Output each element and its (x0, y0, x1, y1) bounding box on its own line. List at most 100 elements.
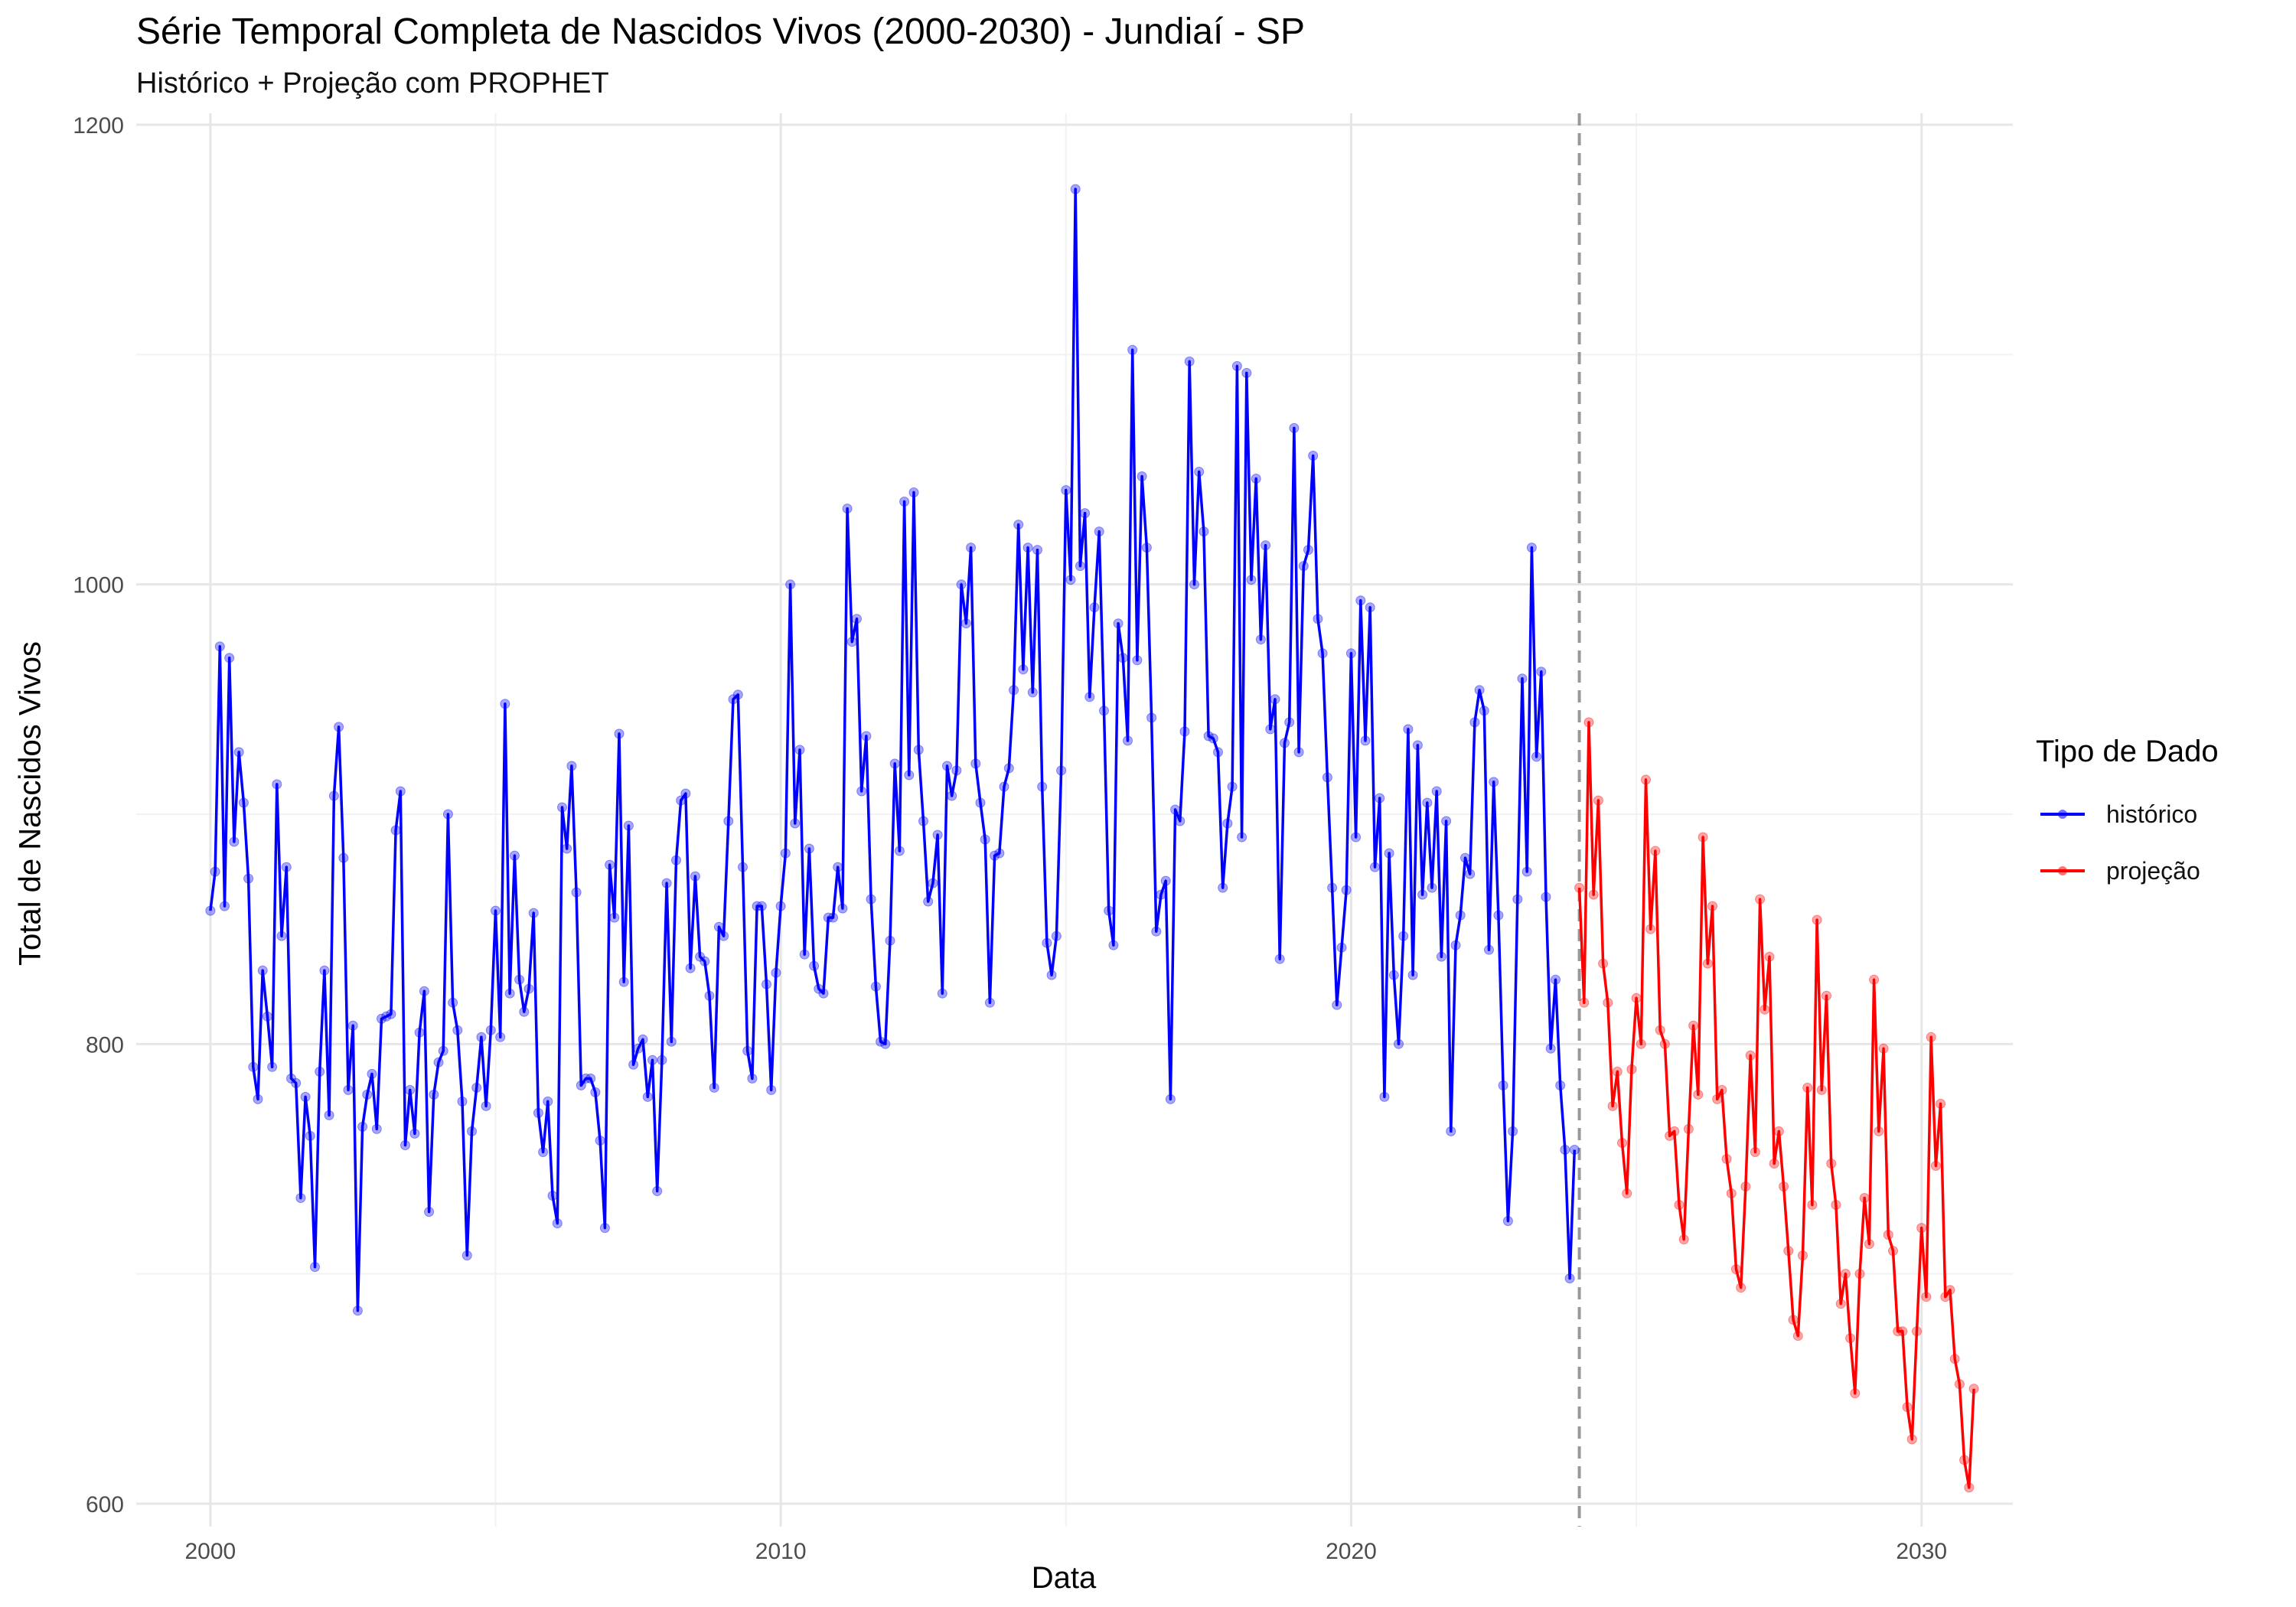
y-tick-label: 1200 (73, 113, 124, 139)
data-point-historico (913, 745, 924, 755)
data-point-historico (381, 1011, 392, 1022)
data-point-historico (533, 1107, 543, 1118)
data-point-historico (605, 859, 615, 870)
data-point-historico (1194, 467, 1205, 477)
data-point-historico (267, 1061, 278, 1072)
data-point-historico (1388, 970, 1399, 980)
data-point-projecao (1940, 1292, 1951, 1302)
data-point-historico (1479, 706, 1489, 716)
data-point-projecao (1779, 1182, 1789, 1191)
data-point-historico (846, 637, 857, 647)
data-point-historico (1108, 940, 1119, 950)
data-point-historico (1427, 882, 1437, 893)
data-point-historico (1446, 1126, 1456, 1136)
data-point-projecao (1968, 1384, 1979, 1394)
legend-key-projecao (2036, 856, 2089, 886)
data-point-historico (300, 1091, 311, 1102)
data-point-historico (618, 976, 629, 987)
data-point-historico (1569, 1145, 1580, 1155)
data-point-historico (980, 834, 990, 845)
x-tick-label: 2010 (755, 1539, 807, 1564)
data-point-historico (272, 779, 282, 790)
data-point-historico (1521, 866, 1532, 877)
data-point-projecao (1740, 1182, 1751, 1191)
data-point-historico (970, 758, 981, 769)
data-point-historico (999, 781, 1009, 792)
data-point-historico (214, 641, 225, 652)
data-point-historico (485, 1025, 496, 1035)
data-point-historico (932, 830, 943, 840)
data-point-historico (476, 1032, 487, 1042)
data-point-historico (1179, 726, 1190, 737)
data-point-historico (281, 862, 292, 872)
data-point-historico (1013, 520, 1024, 530)
data-point-historico (442, 809, 453, 820)
series-line-projecao (1577, 721, 1975, 1489)
data-point-historico (1551, 974, 1561, 985)
data-point-historico (310, 1262, 320, 1273)
data-point-projecao (1835, 1299, 1846, 1309)
chart-series (205, 184, 1979, 1493)
data-point-projecao (1655, 1025, 1665, 1035)
chart-subtitle: Histórico + Projeção com PROPHET (136, 67, 609, 99)
data-point-historico (1517, 673, 1528, 684)
legend: Tipo de Dado histórico projeção (2036, 735, 2219, 899)
data-point-projecao (1721, 1154, 1732, 1164)
data-point-historico (1284, 717, 1295, 728)
data-point-historico (338, 852, 349, 863)
data-point-historico (400, 1140, 410, 1150)
data-point-historico (500, 699, 510, 709)
data-point-projecao (1878, 1043, 1889, 1054)
data-point-projecao (1674, 1200, 1684, 1210)
data-point-historico (1308, 451, 1319, 461)
data-point-projecao (1603, 997, 1613, 1008)
data-point-historico (828, 912, 838, 923)
data-point-historico (937, 988, 947, 999)
data-point-historico (1046, 970, 1057, 980)
data-point-historico (1237, 832, 1247, 843)
data-point-projecao (1921, 1292, 1932, 1302)
data-point-historico (419, 986, 429, 996)
data-point-projecao (1916, 1223, 1927, 1234)
data-point-historico (1474, 685, 1485, 696)
data-point-historico (1084, 692, 1095, 702)
data-point-projecao (1645, 924, 1656, 934)
data-point-historico (1398, 931, 1409, 941)
data-point-projecao (1769, 1159, 1779, 1169)
data-point-historico (1032, 545, 1042, 556)
data-point-historico (233, 747, 244, 758)
data-point-historico (1564, 1273, 1575, 1284)
y-tick-label: 1000 (73, 573, 124, 598)
data-point-historico (876, 1036, 886, 1047)
data-point-historico (1080, 508, 1091, 519)
data-point-historico (680, 788, 691, 799)
data-point-historico (1332, 999, 1342, 1010)
x-tick-label: 2030 (1896, 1539, 1947, 1564)
data-point-projecao (1764, 951, 1775, 962)
data-point-historico (229, 836, 240, 847)
data-point-historico (1022, 543, 1033, 553)
data-point-historico (1051, 931, 1062, 941)
legend-key-historico (2036, 799, 2089, 830)
legend-label-projecao: projeção (2106, 856, 2200, 885)
data-point-historico (713, 921, 724, 932)
data-point-historico (623, 820, 634, 831)
data-point-projecao (1788, 1315, 1799, 1325)
data-point-historico (367, 1068, 377, 1079)
data-point-historico (1422, 797, 1433, 808)
data-point-projecao (1936, 1098, 1946, 1109)
data-point-historico (1303, 545, 1313, 556)
data-point-historico (295, 1193, 306, 1203)
data-point-historico (738, 862, 748, 872)
data-point-projecao (1802, 1082, 1813, 1093)
data-point-projecao (1826, 1159, 1837, 1169)
data-point-projecao (1906, 1434, 1917, 1445)
data-point-historico (742, 1045, 753, 1056)
data-point-historico (543, 1096, 553, 1107)
data-point-projecao (1812, 914, 1822, 925)
data-point-historico (671, 855, 681, 865)
data-point-historico (386, 1009, 396, 1019)
data-point-historico (334, 722, 344, 732)
data-point-historico (1298, 561, 1309, 572)
